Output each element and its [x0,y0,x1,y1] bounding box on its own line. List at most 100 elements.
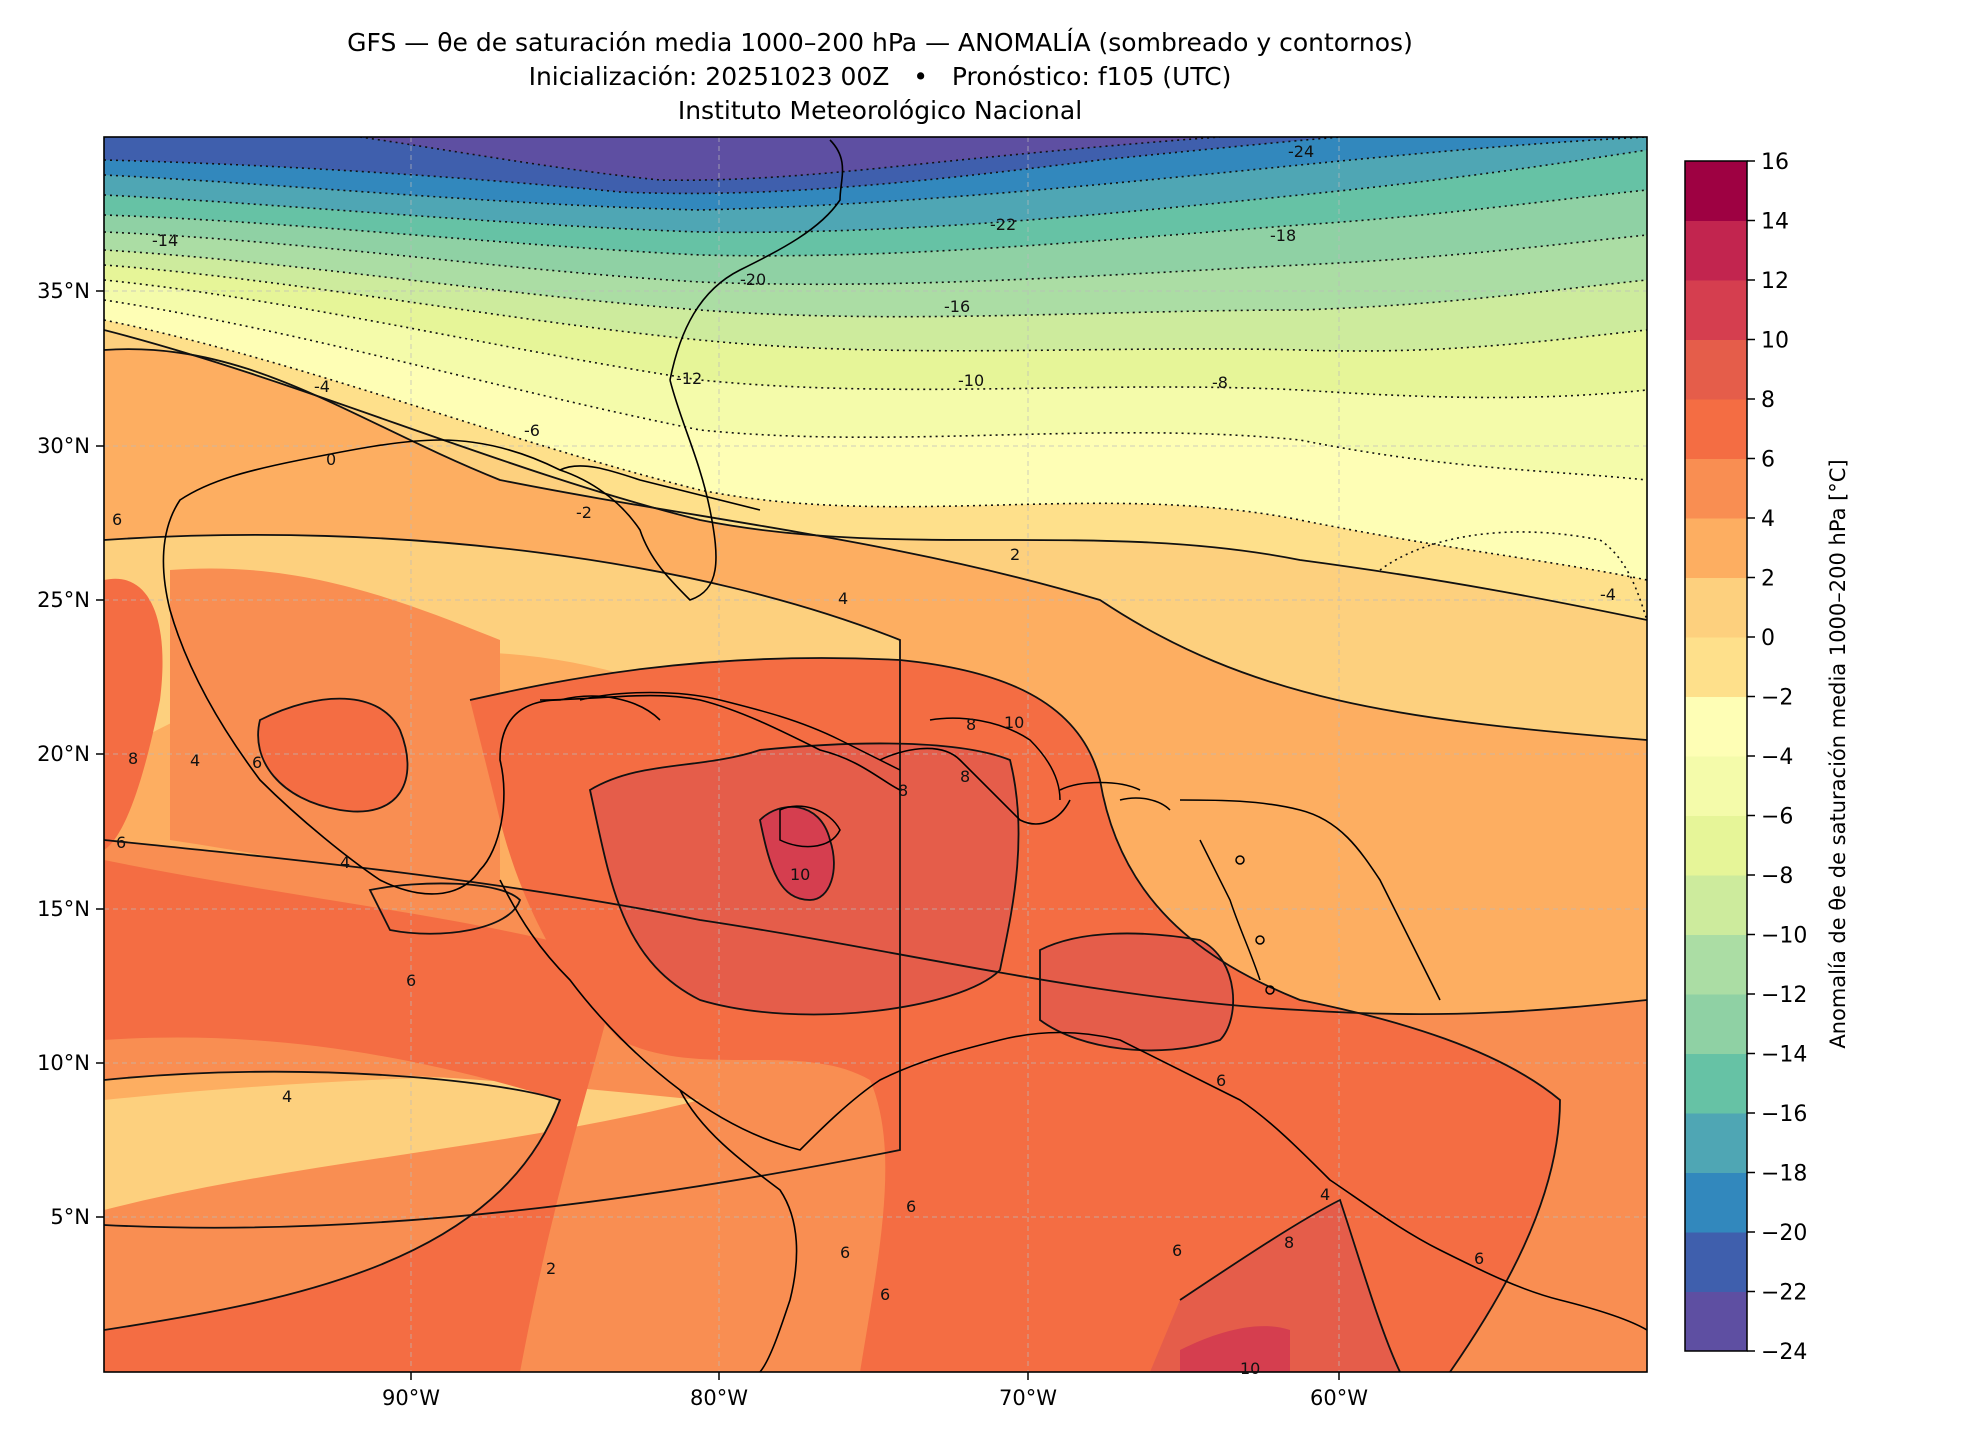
gridlines [104,137,1647,1372]
colorbar-tick-label: −4 [1761,745,1793,770]
contour-label: 0 [326,450,336,469]
contour-label: 6 [1172,1241,1182,1260]
title-line-3: Instituto Meteorológico Nacional [677,96,1083,125]
colorbar: 16 14 12 10 8 6 4 2 0 −2 −4 −6 −8 −10 −12 −14 −16 −18 −20 −… [1684,150,1807,1365]
contour-label: 6 [906,1197,916,1216]
positive-contours [104,329,1647,1372]
colorbar-tick-label: 12 [1761,269,1789,294]
contour-label: 6 [112,510,122,529]
colorbar-tick-label: −6 [1761,805,1793,830]
colorbar-tick-label: −22 [1761,1281,1807,1306]
band-10-12 [760,806,1290,1372]
colorbar-segment [1685,458,1747,519]
band-8-10 [590,743,1400,1372]
lat-tick-label: 30°N [37,434,90,458]
colorbar-tick-label: 6 [1761,448,1775,473]
map-title: GFS — θe de saturación media 1000–200 hP… [0,26,1760,128]
contour-label: -22 [990,215,1016,234]
contour-label: -4 [314,377,330,396]
contour-label: -6 [524,421,540,440]
contour-label: 10 [790,865,810,884]
lat-tick-label: 15°N [37,897,90,921]
lon-tick-label: 90°W [382,1386,440,1410]
colorbar-tick-label: −12 [1761,983,1807,1008]
colorbar-segment [1685,637,1747,697]
colorbar-segment [1685,220,1747,281]
lat-tick-label: 10°N [37,1051,90,1075]
colorbar-segment [1685,875,1747,935]
lon-tick-label: 60°W [1310,1386,1368,1410]
contour-label: 2 [546,1259,556,1278]
contour-label: 4 [340,853,350,872]
contour-label: -18 [1270,226,1296,245]
contour-label: -4 [1600,585,1616,604]
contour-label: 4 [838,589,848,608]
lat-tick-label: 20°N [37,742,90,766]
colorbar-segment [1685,696,1747,757]
contour-label: 4 [282,1087,292,1106]
contour-label: -20 [740,270,766,289]
contour-label: 8 [966,715,976,734]
contour-label: 4 [1320,1185,1330,1204]
contour-label: 10 [1004,713,1024,732]
colorbar-tick-label: −2 [1761,686,1793,711]
colorbar-segment [1685,934,1747,995]
colorbar-segment [1685,1053,1747,1114]
colorbar-tick-label: −24 [1761,1340,1807,1365]
contour-label: 6 [406,971,416,990]
lon-tick-labels: 90°W 80°W 70°W 60°W [382,1386,1368,1410]
colorbar-segment [1685,994,1747,1054]
lat-tick-label: 25°N [37,588,90,612]
contour-label: 8 [960,767,970,786]
contour-label: 6 [840,1243,850,1262]
colorbar-tick-label: 4 [1761,507,1775,532]
colorbar-segment [1685,1113,1747,1173]
lat-tick-label: 5°N [50,1205,90,1229]
colorbar-segment [1685,577,1747,638]
negative-contours [104,137,1647,621]
contour-label: -16 [944,297,970,316]
colorbar-segment [1685,756,1747,816]
axis-ticks [96,290,1340,1380]
colorbar-tick-label: 10 [1761,329,1789,354]
colorbar-tick-label: −16 [1761,1102,1807,1127]
coastlines [162,139,1647,1372]
contour-label: 8 [1284,1233,1294,1252]
contour-label: -12 [676,369,702,388]
colorbar-tick-label: 14 [1761,210,1789,235]
contour-label: 4 [190,751,200,770]
colorbar-segment [1685,280,1747,340]
title-line-2: Inicialización: 20251023 00Z • Pronóstic… [528,62,1232,91]
title-line-1: GFS — θe de saturación media 1000–200 hP… [347,28,1413,57]
lon-tick-label: 80°W [690,1386,748,1410]
band-6-8-west [104,578,408,850]
contour-label: -24 [1288,142,1314,161]
contour-label: 8 [898,781,908,800]
contour-label: -8 [1212,373,1228,392]
colorbar-tick-label: 8 [1761,388,1775,413]
colorbar-tick-label: −18 [1761,1162,1807,1187]
contour-label: 6 [252,753,262,772]
lat-tick-labels: 35°N 30°N 25°N 20°N 15°N 10°N 5°N [37,279,90,1229]
colorbar-tick-label: 16 [1761,150,1789,175]
colorbar-tick-label: −14 [1761,1043,1807,1068]
colorbar-segment [1685,815,1747,876]
colorbar-segment [1685,1172,1747,1233]
colorbar-segment [1685,518,1747,578]
colorbar-segment [1685,1291,1747,1352]
islands [579,691,1275,995]
colorbar-tick-label: −10 [1761,924,1807,949]
contour-label: -14 [152,231,178,250]
contour-label: 8 [128,749,138,768]
colorbar-tick-label: −8 [1761,864,1793,889]
contour-label: -10 [958,371,984,390]
contour-label: -2 [576,503,592,522]
lon-tick-label: 70°W [999,1386,1057,1410]
contour-label: 6 [1474,1249,1484,1268]
colorbar-segment [1685,161,1747,221]
lat-tick-label: 35°N [37,279,90,303]
contour-label: 6 [116,833,126,852]
band-6-8 [104,860,620,1372]
contour-label: 10 [1240,1359,1260,1378]
